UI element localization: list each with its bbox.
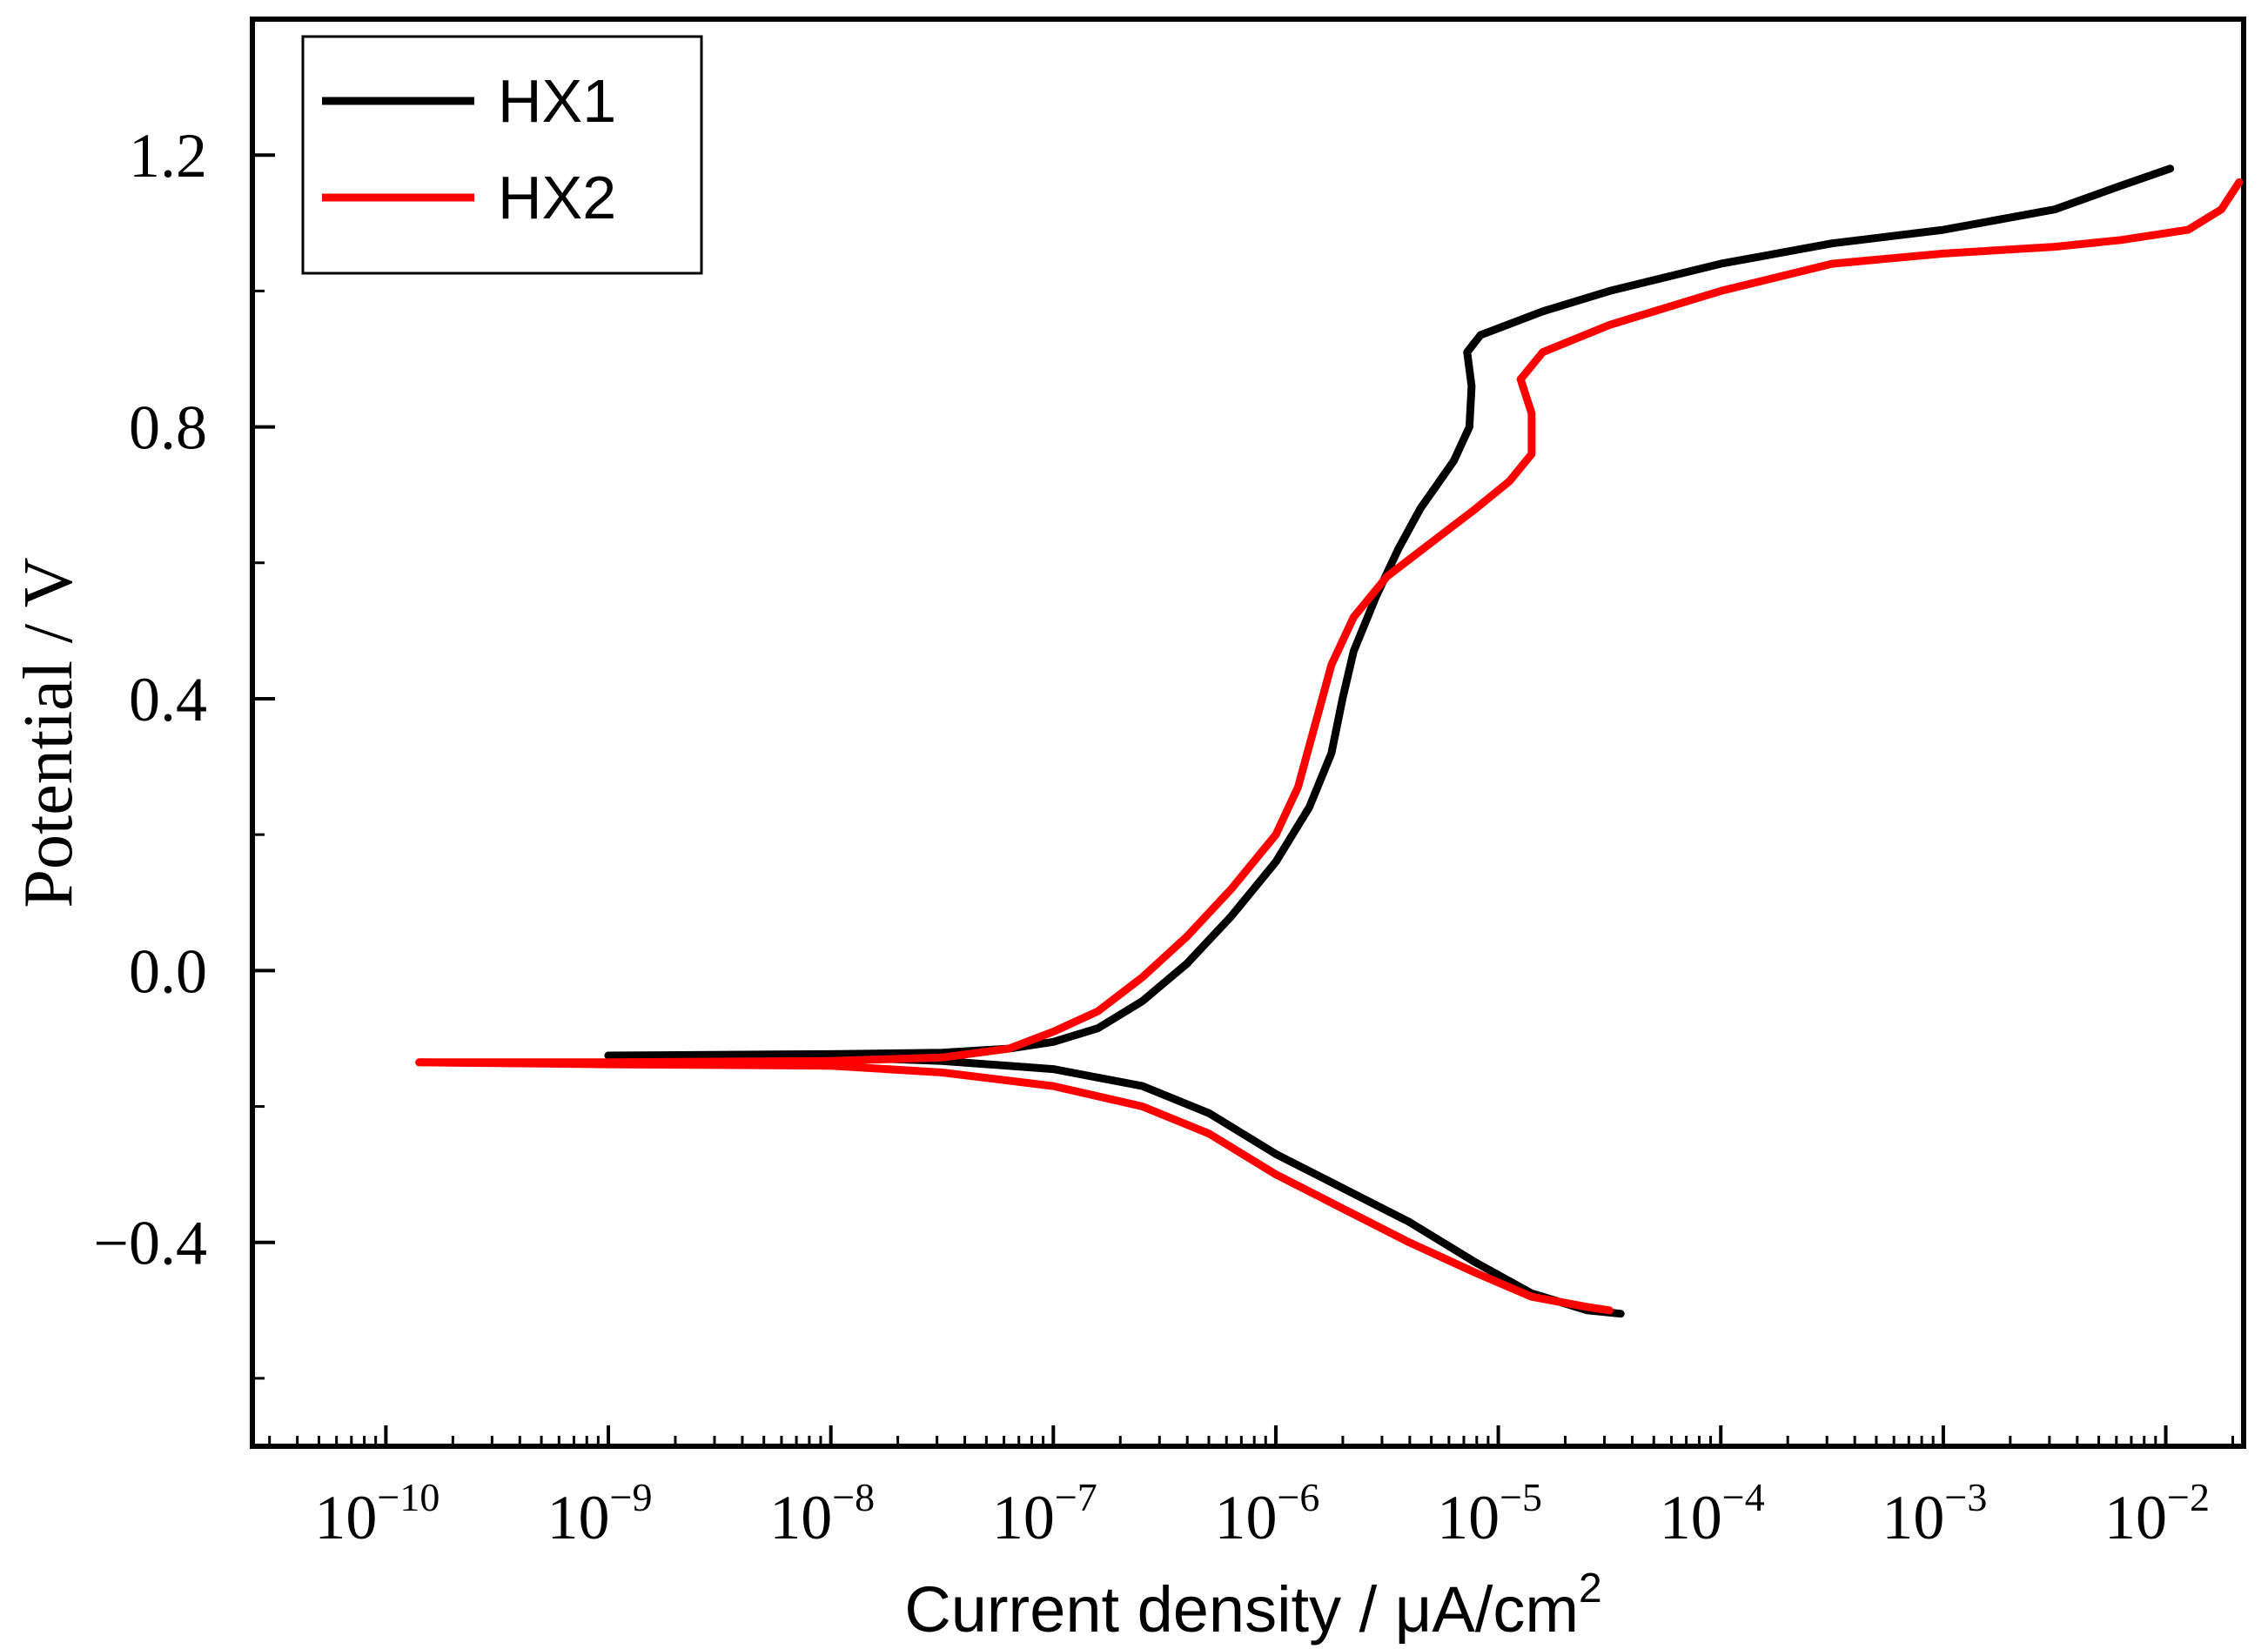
x-tick-base: 10 <box>2104 1483 2167 1552</box>
x-major-ticks <box>384 1425 2168 1446</box>
x-tick-exponent: −4 <box>1722 1475 1765 1519</box>
y-ticks <box>252 153 275 1380</box>
x-tick-label: 10−4 <box>1660 1475 1765 1552</box>
y-axis-title: Potential / V <box>10 558 87 908</box>
x-tick-base: 10 <box>1437 1483 1500 1552</box>
series-hx2-cathodic-line <box>415 1058 1614 1315</box>
x-tick-label: 10−7 <box>992 1475 1097 1552</box>
plot-frame <box>250 17 2246 1449</box>
x-tick-exponent: −2 <box>2167 1475 2210 1519</box>
legend-label-hx1: HX1 <box>498 67 616 135</box>
legend: HX1 HX2 <box>301 35 703 275</box>
y-tick-label: −0.4 <box>93 1209 207 1278</box>
x-tick-base: 10 <box>1882 1483 1944 1552</box>
x-axis-title-sup: 2 <box>1579 1565 1602 1612</box>
x-tick-exponent: −10 <box>377 1475 440 1519</box>
x-minor-ticks <box>268 1436 2234 1446</box>
x-tick-exponent: −9 <box>610 1475 653 1519</box>
x-tick-exponent: −5 <box>1500 1475 1542 1519</box>
y-tick-label: 1.2 <box>129 121 207 191</box>
x-tick-exponent: −7 <box>1055 1475 1097 1519</box>
x-tick-label: 10−9 <box>547 1475 653 1552</box>
x-tick-base: 10 <box>314 1483 377 1552</box>
x-tick-label: 10−3 <box>1882 1475 1987 1552</box>
x-tick-base: 10 <box>769 1483 832 1552</box>
y-tick-label: 0.0 <box>129 936 207 1006</box>
x-tick-label: 10−6 <box>1214 1475 1319 1552</box>
legend-box <box>301 35 703 275</box>
x-tick-labels: 10−10 10−9 10−8 10−7 10−6 10−5 10−4 10−3 10−2 <box>314 1475 2210 1552</box>
x-tick-label: 10−5 <box>1437 1475 1542 1552</box>
y-tick-label: 0.4 <box>129 665 207 734</box>
x-tick-label: 10−8 <box>769 1475 875 1552</box>
y-tick-label: 0.8 <box>129 393 207 463</box>
x-tick-base: 10 <box>1214 1483 1277 1552</box>
series-hx1-cathodic-line <box>604 1051 1625 1318</box>
series-hx2-anodic-line <box>415 178 2244 1067</box>
x-tick-exponent: −8 <box>832 1475 875 1519</box>
x-tick-exponent: −3 <box>1944 1475 1987 1519</box>
x-tick-exponent: −6 <box>1277 1475 1319 1519</box>
x-axis-title: Current density / μA/cm2 <box>904 1565 1601 1646</box>
series-hx1-anodic-line <box>604 164 2175 1060</box>
x-axis-title-main: Current density / μA/cm <box>904 1573 1579 1646</box>
series-layer <box>415 164 2244 1318</box>
y-tick-labels: −0.4 0.0 0.4 0.8 1.2 <box>93 121 207 1278</box>
x-tick-base: 10 <box>547 1483 610 1552</box>
legend-label-hx2: HX2 <box>498 164 616 231</box>
x-tick-label: 10−10 <box>314 1475 440 1552</box>
x-tick-base: 10 <box>992 1483 1055 1552</box>
x-tick-label: 10−2 <box>2104 1475 2210 1552</box>
x-tick-base: 10 <box>1660 1483 1722 1552</box>
